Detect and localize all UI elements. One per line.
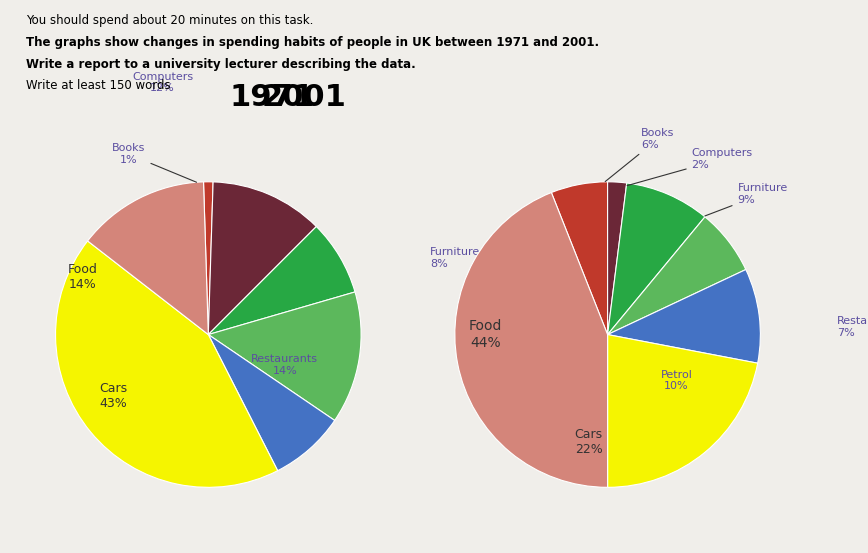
Wedge shape [551, 182, 608, 335]
Wedge shape [608, 269, 760, 363]
Wedge shape [208, 182, 316, 335]
Text: Computers
2%: Computers 2% [627, 148, 753, 186]
Text: Write a report to a university lecturer describing the data.: Write a report to a university lecturer … [26, 58, 416, 71]
Wedge shape [208, 335, 335, 471]
Text: Cars
43%: Cars 43% [99, 382, 127, 410]
Wedge shape [203, 182, 214, 335]
Wedge shape [56, 241, 278, 487]
Text: Computers
12%: Computers 12% [132, 72, 193, 93]
Text: Write at least 150 words: Write at least 150 words [26, 79, 171, 92]
Wedge shape [608, 183, 705, 335]
Text: Cars
22%: Cars 22% [575, 427, 602, 456]
Text: Food
44%: Food 44% [469, 320, 502, 349]
Wedge shape [608, 217, 746, 335]
Text: Furniture
8%: Furniture 8% [430, 247, 480, 269]
Wedge shape [608, 182, 627, 335]
Text: 1971: 1971 [229, 84, 314, 112]
Text: Petrol
10%: Petrol 10% [661, 369, 693, 391]
Text: 2001: 2001 [261, 84, 346, 112]
Text: You should spend about 20 minutes on this task.: You should spend about 20 minutes on thi… [26, 14, 313, 27]
Wedge shape [455, 192, 608, 487]
Wedge shape [608, 335, 758, 487]
Text: Books
6%: Books 6% [605, 128, 674, 181]
Text: Restaurants
14%: Restaurants 14% [251, 354, 319, 376]
Text: Food
14%: Food 14% [68, 263, 97, 291]
Text: Restaurants
7%: Restaurants 7% [837, 316, 868, 338]
Wedge shape [208, 292, 361, 420]
Wedge shape [208, 227, 355, 335]
Text: Books
1%: Books 1% [112, 143, 196, 182]
Text: The graphs show changes in spending habits of people in UK between 1971 and 2001: The graphs show changes in spending habi… [26, 36, 599, 49]
Wedge shape [88, 182, 208, 335]
Text: Furniture
9%: Furniture 9% [705, 183, 787, 216]
